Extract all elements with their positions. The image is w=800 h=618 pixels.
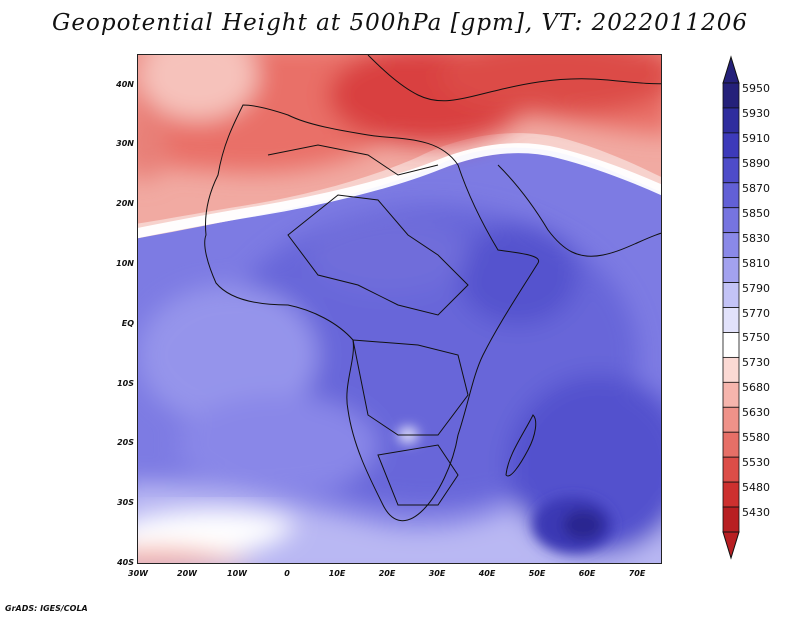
colorbar-label: 5730 xyxy=(742,356,770,370)
colorbar-label: 5910 xyxy=(742,131,770,145)
colorbar-swatch xyxy=(722,232,740,259)
lon-label: 0 xyxy=(284,569,290,578)
colorbar-top-arrow xyxy=(722,55,740,84)
colorbar-swatch xyxy=(722,257,740,283)
lat-label: EQ xyxy=(121,319,134,328)
colorbar-swatch xyxy=(722,431,740,458)
map-panel xyxy=(137,54,662,564)
colorbar-swatch xyxy=(722,207,740,234)
colorbar xyxy=(722,55,740,560)
colorbar-label: 5830 xyxy=(742,231,770,245)
colorbar-swatch xyxy=(722,82,740,109)
height-field xyxy=(138,55,661,563)
lat-label: 10S xyxy=(117,379,134,388)
colorbar-label: 5850 xyxy=(742,206,770,220)
colorbar-label: 5680 xyxy=(742,381,770,395)
chart-title: Geopotential Height at 500hPa [gpm], VT:… xyxy=(52,10,748,36)
colorbar-label: 5950 xyxy=(742,82,770,95)
colorbar-swatch xyxy=(722,332,740,358)
colorbar-swatch xyxy=(722,406,740,433)
colorbar-swatch xyxy=(722,481,740,508)
lat-label: 40S xyxy=(117,558,134,567)
colorbar-label: 5870 xyxy=(742,181,770,195)
lon-label: 20E xyxy=(378,569,396,578)
colorbar-label: 5580 xyxy=(742,431,770,445)
colorbar-swatch xyxy=(722,506,740,533)
footer-credit: GrADS: IGES/COLA xyxy=(5,604,88,613)
coastlines xyxy=(204,55,661,522)
colorbar-bottom-arrow xyxy=(722,531,740,560)
lon-label: 40E xyxy=(478,569,496,578)
colorbar-swatch xyxy=(722,182,740,209)
colorbar-label: 5630 xyxy=(742,406,770,420)
colorbar-label: 5890 xyxy=(742,156,770,170)
colorbar-label: 5930 xyxy=(742,106,770,120)
lat-label: 20S xyxy=(117,438,134,447)
colorbar-label: 5480 xyxy=(742,481,770,495)
lat-label: 20N xyxy=(116,199,134,208)
lon-label: 70E xyxy=(628,569,646,578)
lon-label: 20W xyxy=(177,569,197,578)
colorbar-label: 5750 xyxy=(742,331,770,345)
lon-label: 30W xyxy=(128,569,148,578)
colorbar-swatch xyxy=(722,282,740,308)
lon-label: 60E xyxy=(578,569,596,578)
lat-label: 40N xyxy=(116,80,134,89)
lat-label: 30N xyxy=(116,139,134,148)
colorbar-label: 5530 xyxy=(742,456,770,470)
colorbar-label: 5770 xyxy=(742,306,770,320)
colorbar-swatch xyxy=(722,107,740,134)
lon-label: 30E xyxy=(428,569,446,578)
colorbar-swatch xyxy=(722,356,740,383)
colorbar-swatch xyxy=(722,456,740,483)
lat-label: 30S xyxy=(117,498,134,507)
colorbar-label: 5430 xyxy=(742,506,770,520)
colorbar-swatch xyxy=(722,307,740,333)
colorbar-swatch xyxy=(722,381,740,408)
lon-label: 10W xyxy=(227,569,247,578)
colorbar-label: 5810 xyxy=(742,256,770,270)
lon-label: 10E xyxy=(328,569,346,578)
lat-label: 10N xyxy=(116,259,134,268)
colorbar-swatch xyxy=(722,132,740,159)
colorbar-swatch xyxy=(722,157,740,184)
lon-label: 50E xyxy=(528,569,546,578)
colorbar-label: 5790 xyxy=(742,281,770,295)
